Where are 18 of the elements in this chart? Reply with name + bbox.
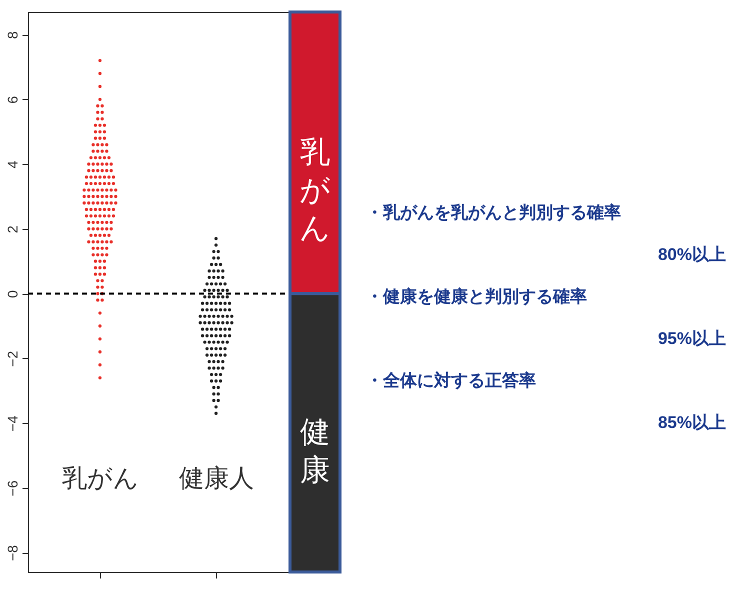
y-tick-label: −2: [4, 350, 20, 367]
y-tick-label: 6: [4, 96, 20, 104]
y-tick-label: −4: [4, 415, 20, 432]
text: ・乳がんを乳がんと判別する確率: [366, 202, 622, 224]
y-tick-label: 0: [4, 290, 20, 298]
y-tick-label: −6: [4, 480, 20, 496]
text: 95%以上: [656, 328, 726, 350]
y-tick-label: −8: [4, 544, 20, 562]
band-label: 乳がん: [300, 136, 330, 245]
x-tick-label: 健康人: [179, 464, 254, 492]
text: ・全体に対する正答率: [366, 370, 537, 392]
text: 80%以上: [656, 244, 726, 266]
text: 85%以上: [656, 412, 726, 434]
band-label: 健康: [300, 416, 330, 487]
y-tick-label: 8: [4, 31, 20, 40]
text: ・健康を健康と判別する確率: [366, 286, 588, 308]
y-tick-label: 4: [4, 160, 20, 169]
y-tick-label: 2: [4, 225, 20, 234]
